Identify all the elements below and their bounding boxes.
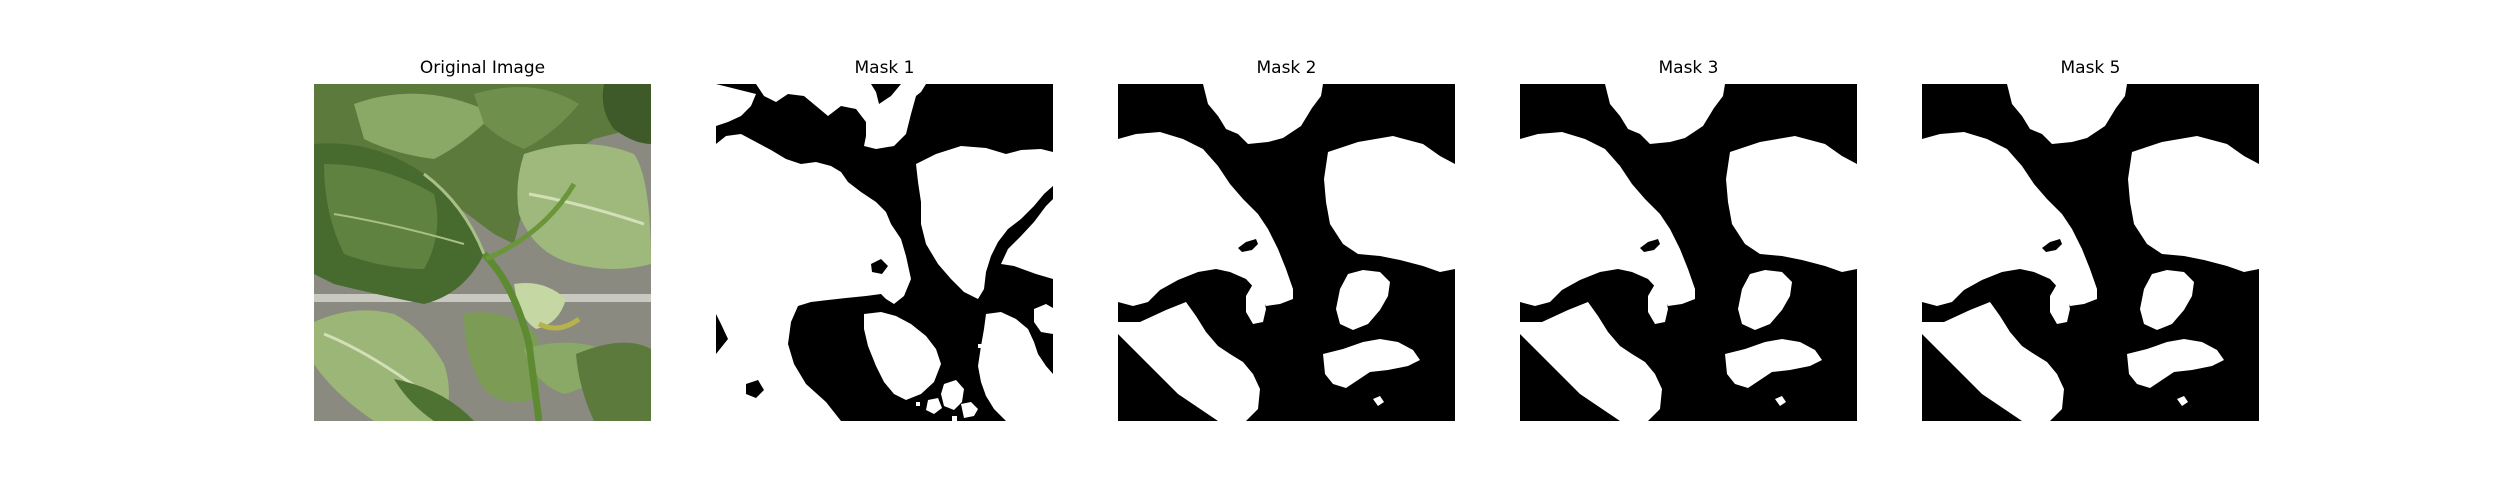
panel-title: Original Image: [419, 58, 546, 78]
mask-image: [716, 84, 1053, 421]
mask-image: [1520, 84, 1857, 421]
original-photo: [314, 84, 651, 421]
mask-image: [1118, 84, 1455, 421]
panel-title: Mask 2: [1256, 58, 1317, 78]
panel-title: Mask 1: [854, 58, 915, 78]
mask-image: [1922, 84, 2259, 421]
panel-title: Mask 3: [1658, 58, 1719, 78]
panel-title: Mask 5: [2060, 58, 2121, 78]
